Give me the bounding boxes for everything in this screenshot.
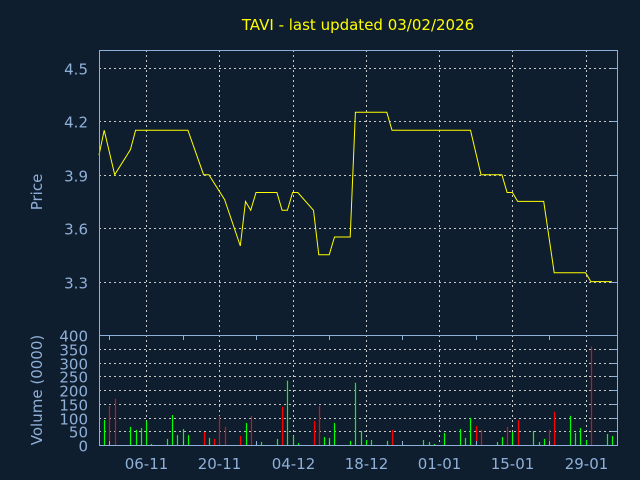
volume-tick-label: 50 [69,424,88,442]
date-tick-label: 18-12 [345,455,389,473]
volume-tick-label: 100 [59,411,88,429]
volume-tick-label: 300 [59,356,88,374]
volume-tick-label: 400 [59,328,88,346]
price-tick-label: 3.3 [64,275,88,293]
volume-axis-label: Volume (0000) [28,335,46,445]
volume-tick-label: 200 [59,383,88,401]
chart-title: TAVI - last updated 03/02/2026 [241,16,474,34]
volume-tick-label: 350 [59,342,88,360]
date-tick-label: 04-12 [272,455,316,473]
date-tick-label: 20-11 [198,455,242,473]
price-tick-label: 4.5 [64,61,88,79]
price-line [98,111,612,283]
volume-tick-label: 150 [59,397,88,415]
price-axis-label: Price [28,174,46,211]
price-tick-label: 3.9 [64,168,88,186]
price-tick-label: 3.6 [64,221,88,239]
price-tick-label: 4.2 [64,114,88,132]
volume-tick-label: 0 [78,438,88,456]
date-tick-label: 01-01 [418,455,462,473]
date-tick-label: 15-01 [491,455,535,473]
date-tick-label: 06-11 [125,455,169,473]
volume-tick-label: 250 [59,369,88,387]
plot-frame [99,50,618,446]
date-tick-label: 29-01 [565,455,609,473]
